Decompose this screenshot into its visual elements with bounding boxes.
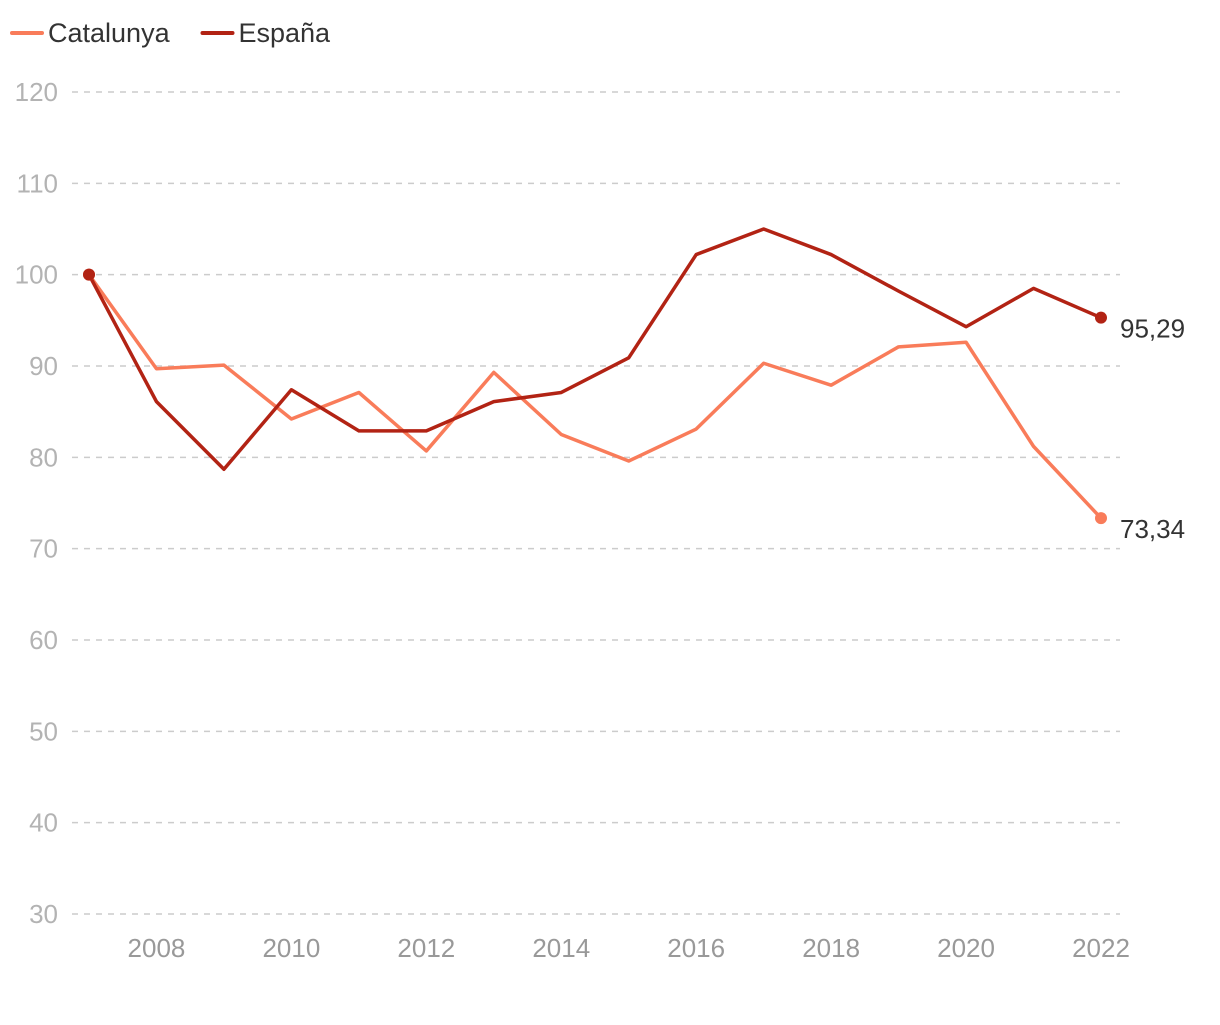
- y-tick-label-100: 100: [15, 260, 58, 290]
- legend-label-catalunya: Catalunya: [48, 18, 171, 48]
- end-labels: 73,34 95,29: [1120, 314, 1185, 544]
- x-tick-label-2012: 2012: [397, 933, 455, 963]
- x-tick-label-2020: 2020: [937, 933, 995, 963]
- y-tick-label-30: 30: [29, 899, 58, 929]
- end-label-espa-a: 95,29: [1120, 314, 1185, 344]
- end-point-espa-a: [1095, 311, 1107, 324]
- y-tick-label-90: 90: [29, 351, 58, 381]
- end-label-catalunya: 73,34: [1120, 514, 1185, 544]
- x-tick-label-2014: 2014: [532, 933, 590, 963]
- start-point-espa-a: [83, 268, 95, 281]
- series-line-espa-a: [87, 227, 1103, 471]
- y-tick-label-60: 60: [29, 625, 58, 655]
- end-point-catalunya: [1095, 512, 1107, 525]
- x-tick-label-2010: 2010: [262, 933, 320, 963]
- legend: Catalunya España: [10, 18, 332, 48]
- x-axis: 2008 2010 2012 2014 2016 2018 2020 2022: [128, 933, 1130, 963]
- y-tick-label-40: 40: [29, 808, 58, 838]
- series-line-catalunya: [87, 272, 1103, 520]
- y-tick-label-50: 50: [29, 716, 58, 746]
- y-tick-label-120: 120: [15, 77, 58, 107]
- grid: [72, 91, 1120, 915]
- x-tick-label-2016: 2016: [667, 933, 725, 963]
- y-tick-label-80: 80: [29, 442, 58, 472]
- x-tick-label-2018: 2018: [802, 933, 860, 963]
- x-tick-label-2022: 2022: [1072, 933, 1130, 963]
- x-tick-label-2008: 2008: [128, 933, 186, 963]
- series-markers: [83, 268, 1107, 525]
- y-tick-label-70: 70: [29, 534, 58, 564]
- series-lines: [87, 227, 1103, 520]
- legend-label-espa-a: España: [239, 18, 332, 48]
- y-tick-label-110: 110: [17, 168, 58, 198]
- y-axis: 30 40 50 60 70 80 90 100 110 120: [15, 77, 58, 929]
